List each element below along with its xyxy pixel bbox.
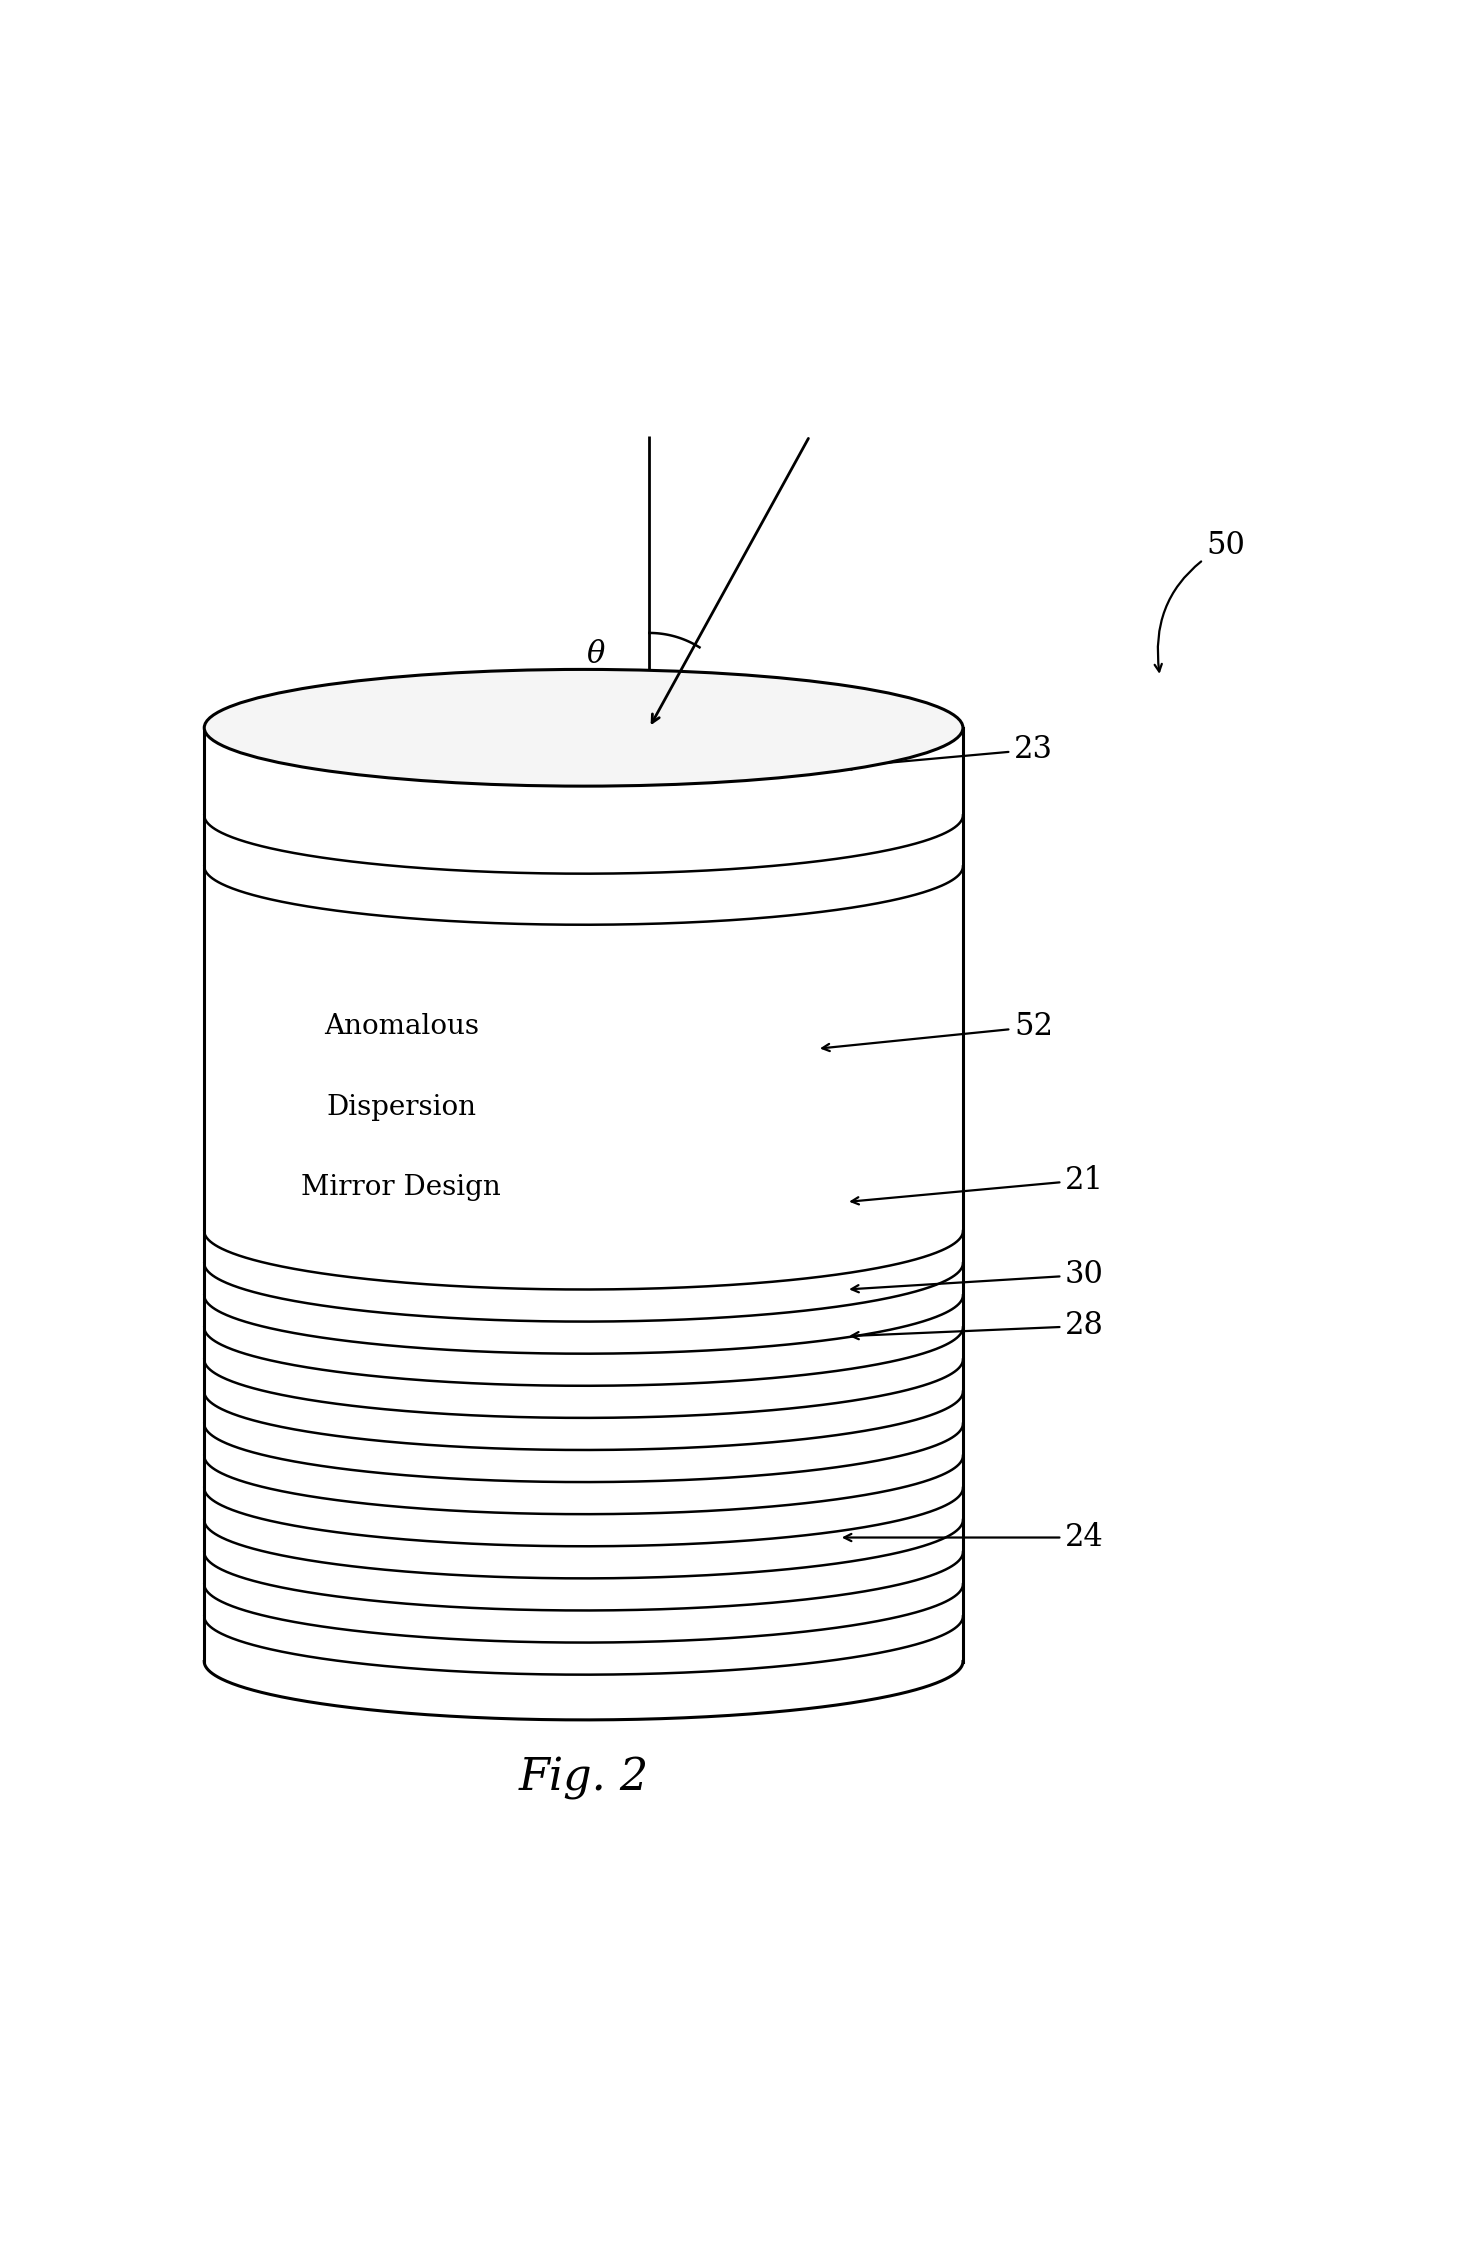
Text: 50: 50 [1154,531,1245,671]
Text: 30: 30 [852,1260,1104,1292]
Text: Mirror Design: Mirror Design [302,1174,500,1201]
Text: 23: 23 [845,734,1053,770]
Text: 21: 21 [852,1165,1104,1204]
Text: 24: 24 [845,1522,1104,1554]
Text: 52: 52 [823,1012,1053,1050]
Text: θ: θ [587,639,604,671]
Text: Anomalous: Anomalous [324,1014,479,1041]
Ellipse shape [204,668,963,786]
Text: Fig. 2: Fig. 2 [518,1757,649,1800]
Text: 28: 28 [852,1310,1104,1341]
Text: Dispersion: Dispersion [327,1093,476,1120]
